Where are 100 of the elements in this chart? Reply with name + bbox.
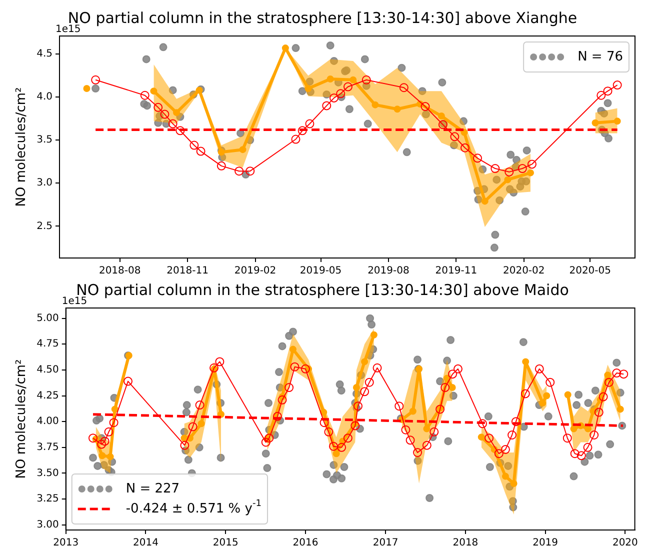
point	[508, 430, 517, 440]
point	[328, 442, 338, 451]
text: 1e15	[56, 24, 81, 35]
y-tick-label: 3.25	[36, 494, 59, 505]
point	[109, 418, 118, 428]
point	[239, 146, 246, 154]
x-tick-label: 2019-08	[368, 266, 410, 277]
point	[324, 427, 334, 436]
point	[570, 425, 578, 432]
point	[360, 387, 370, 396]
point	[298, 126, 307, 136]
point	[413, 448, 422, 458]
x-tick-label: 2020-05	[569, 266, 612, 277]
text: 1e15	[62, 296, 88, 307]
point	[502, 472, 509, 480]
point	[180, 440, 190, 450]
point	[97, 440, 106, 449]
point	[111, 406, 118, 413]
point	[546, 378, 555, 387]
y-tick-label: 4.0	[36, 92, 53, 103]
point	[406, 436, 415, 445]
legend-label: N = 227	[126, 481, 180, 496]
x-tick-label: 2013	[53, 538, 79, 549]
point	[614, 118, 621, 125]
point	[370, 331, 378, 338]
point	[478, 434, 485, 441]
y-tick-label: 4.75	[36, 338, 59, 350]
point	[543, 392, 550, 400]
point	[448, 384, 456, 392]
point	[520, 389, 530, 398]
point	[364, 378, 374, 387]
point	[522, 358, 530, 366]
point	[500, 444, 510, 454]
point	[490, 164, 500, 174]
y-tick-label: 3.5	[36, 134, 53, 146]
point	[423, 425, 430, 432]
x-tick-label: 2018-11	[166, 266, 208, 277]
point	[272, 412, 282, 421]
point	[422, 440, 432, 450]
point	[372, 363, 382, 372]
point	[592, 119, 599, 126]
point	[394, 402, 404, 411]
point	[494, 449, 504, 458]
point	[218, 148, 225, 156]
point	[603, 86, 612, 96]
y-tick-label: 5.00	[36, 312, 59, 324]
point	[453, 364, 462, 374]
point	[196, 146, 206, 156]
point	[234, 166, 244, 176]
point	[594, 408, 604, 417]
point	[91, 75, 100, 84]
point	[150, 88, 158, 95]
y-tick-label: 3.00	[36, 519, 59, 530]
point	[460, 143, 470, 152]
x-tick-label: 2017	[372, 538, 398, 549]
point	[527, 160, 536, 169]
x-tick-label: 2019-11	[435, 266, 478, 277]
point	[534, 364, 544, 374]
point	[176, 126, 185, 136]
point	[576, 451, 586, 460]
point	[290, 362, 300, 372]
point	[584, 425, 592, 432]
y-tick-label: 3.75	[36, 442, 59, 453]
point	[168, 119, 178, 128]
y-axis-title: NO molecules/cm²	[14, 87, 30, 207]
point	[278, 395, 287, 404]
point	[195, 400, 204, 410]
point	[361, 358, 368, 366]
point	[399, 83, 408, 92]
point	[83, 84, 90, 92]
point	[320, 408, 328, 416]
point	[261, 438, 270, 447]
x-tick-label: 2015	[212, 538, 238, 549]
y-axis-title: NO molecules/cm²	[14, 359, 30, 479]
point	[350, 421, 360, 430]
point	[481, 198, 488, 205]
point	[104, 427, 114, 436]
point	[353, 402, 362, 411]
point	[154, 102, 163, 112]
point	[504, 167, 514, 176]
y-tick-label: 4.5	[36, 48, 53, 60]
y-tick-label: 3.0	[36, 178, 53, 189]
point	[604, 378, 614, 387]
point	[473, 154, 482, 163]
point	[343, 82, 352, 92]
point	[440, 383, 450, 392]
point	[190, 140, 199, 150]
point	[564, 391, 572, 398]
point	[401, 425, 410, 434]
point	[330, 93, 339, 102]
point	[284, 383, 294, 392]
point	[460, 128, 468, 136]
point	[124, 376, 133, 386]
point	[438, 112, 445, 120]
point	[619, 370, 628, 379]
point	[216, 161, 226, 170]
point	[448, 370, 458, 379]
x-tick-label: 2020	[612, 538, 638, 549]
point	[336, 89, 346, 98]
point	[409, 408, 416, 415]
